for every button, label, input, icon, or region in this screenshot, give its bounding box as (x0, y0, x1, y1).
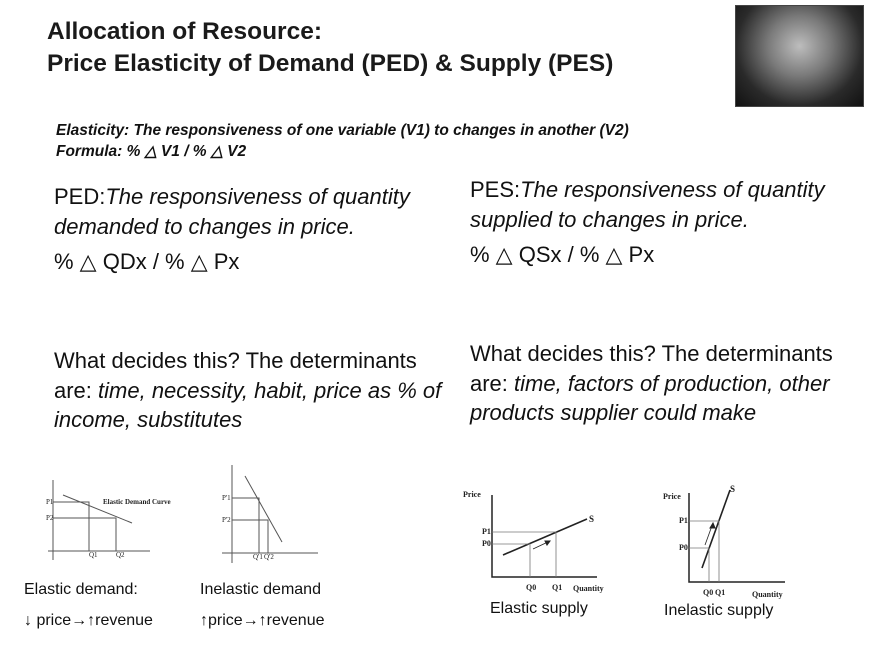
x-label: Quantity (752, 590, 783, 599)
elastic-demand-caption: Elastic demand: (24, 581, 138, 598)
curve-label: Elastic Demand Curve (103, 498, 171, 506)
inelastic-supply-graph (688, 489, 785, 583)
label-p1: P'1 (222, 494, 231, 502)
guide-p2 (53, 517, 117, 551)
elasticity-definition: Elasticity: The responsiveness of one va… (56, 120, 629, 162)
s-label: S (730, 484, 735, 494)
pes-label: PES: (470, 177, 521, 202)
portrait-photo (735, 5, 864, 107)
label-p2: P'2 (222, 516, 231, 524)
ped-label: PED: (54, 184, 106, 209)
label-q2: Q2 (116, 551, 125, 559)
pes-formula: % △ QSx / % △ Px (470, 242, 655, 267)
label-q1: Q1 (552, 583, 562, 592)
guide-p1 (232, 497, 260, 553)
title-line-2: Price Elasticity of Demand (PED) & Suppl… (47, 50, 614, 77)
inelastic-supply-caption: Inelastic supply (664, 602, 774, 619)
supply-curve (701, 489, 731, 569)
label-q2: Q'2 (264, 553, 274, 561)
inelastic-demand-caption: Inelastic demand (200, 581, 321, 598)
guide-p1 (492, 531, 557, 577)
label-q0: Q0 (703, 588, 713, 597)
label-q1: Q'1 (253, 553, 263, 561)
pes-determinants: What decides this? The determinants are:… (470, 339, 870, 428)
label-q0: Q0 (526, 583, 536, 592)
x-label: Quantity (573, 584, 604, 593)
elastic-supply-caption: Elastic supply (490, 600, 588, 617)
axes (688, 493, 785, 583)
elastic-demand-effect: ↓ price→↑revenue (24, 612, 153, 629)
ped-text: The responsiveness of quantity demanded … (54, 184, 410, 239)
slide-title: Allocation of Resource: Price Elasticity… (47, 16, 613, 80)
label-p2: P2 (46, 514, 54, 522)
formula-text: Formula: % △ V1 / % △ V2 (56, 143, 247, 160)
axes (491, 495, 597, 578)
inelastic-demand-graph (222, 465, 318, 563)
elastic-supply-graph (491, 495, 597, 578)
pes-text: The responsiveness of quantity supplied … (470, 177, 825, 232)
ped-definition: PED:The responsiveness of quantity deman… (54, 182, 444, 277)
pes-definition: PES:The responsiveness of quantity suppl… (470, 175, 850, 270)
ped-det-prefix: What decides this? The determinants are: (54, 348, 417, 403)
guide-p0 (492, 543, 531, 577)
label-p1: P1 (679, 516, 688, 525)
label-p1: P1 (482, 527, 491, 536)
demand-curve (244, 475, 283, 543)
pes-det-prefix: What decides this? The determinants are: (470, 341, 833, 396)
guide-p1 (689, 520, 720, 582)
demand-curve (62, 494, 133, 524)
pes-det-list: time, factors of production, other produ… (470, 370, 830, 426)
title-line-1: Allocation of Resource: (47, 18, 322, 45)
ped-det-list: time, necessity, habit, price as % of in… (54, 377, 442, 433)
ped-determinants: What decides this? The determinants are:… (54, 346, 454, 435)
s-label: S (589, 514, 594, 524)
label-q1: Q1 (89, 551, 98, 559)
arrowhead-icon (544, 540, 551, 546)
elastic-demand-graph (48, 480, 150, 560)
label-p0: P0 (482, 539, 491, 548)
arrowhead-icon (709, 521, 716, 529)
y-label: Price (663, 492, 681, 501)
label-p0: P0 (679, 543, 688, 552)
guide-p0 (689, 547, 710, 582)
ped-formula: % △ QDx / % △ Px (54, 249, 240, 274)
guide-p1 (53, 501, 90, 551)
y-label: Price (463, 490, 481, 499)
label-q1: Q1 (715, 588, 725, 597)
label-p1: P1 (46, 498, 54, 506)
inelastic-demand-effect: ↑price→↑revenue (200, 612, 325, 629)
supply-curve (502, 518, 588, 556)
guide-p2 (232, 519, 269, 553)
definition-text: Elasticity: The responsiveness of one va… (56, 122, 629, 139)
